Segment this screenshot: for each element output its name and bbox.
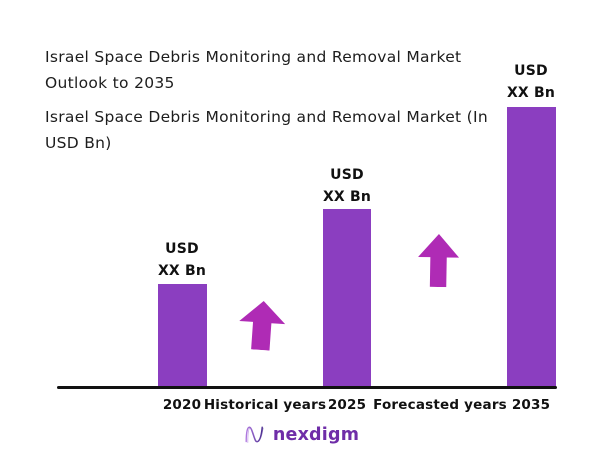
value-currency: USD: [514, 63, 548, 79]
nexdigm-n-wave-icon: [243, 424, 267, 446]
nexdigm-logo: nexdigm: [0, 424, 602, 446]
bar-2035: [507, 107, 556, 387]
figure-subtitle: Israel Space Debris Monitoring and Remov…: [45, 108, 488, 152]
annotation-forecasted-years: Forecasted years: [373, 397, 507, 413]
value-currency: USD: [165, 241, 199, 257]
figure-title: Israel Space Debris Monitoring and Remov…: [45, 48, 462, 92]
title-block: Israel Space Debris Monitoring and Remov…: [45, 44, 505, 164]
bar-2020: [158, 284, 207, 387]
value-currency: USD: [330, 167, 364, 183]
nexdigm-logo-text: nexdigm: [272, 425, 360, 445]
bar-2025: [323, 209, 371, 387]
bar-value-label-2035: USD XX Bn: [481, 60, 581, 104]
x-axis-label-2035: 2035: [511, 397, 551, 413]
value-amount: XX Bn: [322, 189, 372, 205]
x-axis-line: [57, 386, 557, 389]
growth-up-arrow-icon-historical: [237, 299, 286, 351]
value-amount: XX Bn: [506, 85, 556, 101]
annotation-historical-years: Historical years: [203, 397, 327, 413]
x-axis-label-2025: 2025: [327, 397, 367, 413]
value-amount: XX Bn: [157, 263, 207, 279]
x-axis-label-2020: 2020: [162, 397, 202, 413]
growth-up-arrow-icon-forecast: [418, 234, 460, 288]
bar-value-label-2025: USD XX Bn: [297, 164, 397, 208]
bar-value-label-2020: USD XX Bn: [132, 238, 232, 282]
